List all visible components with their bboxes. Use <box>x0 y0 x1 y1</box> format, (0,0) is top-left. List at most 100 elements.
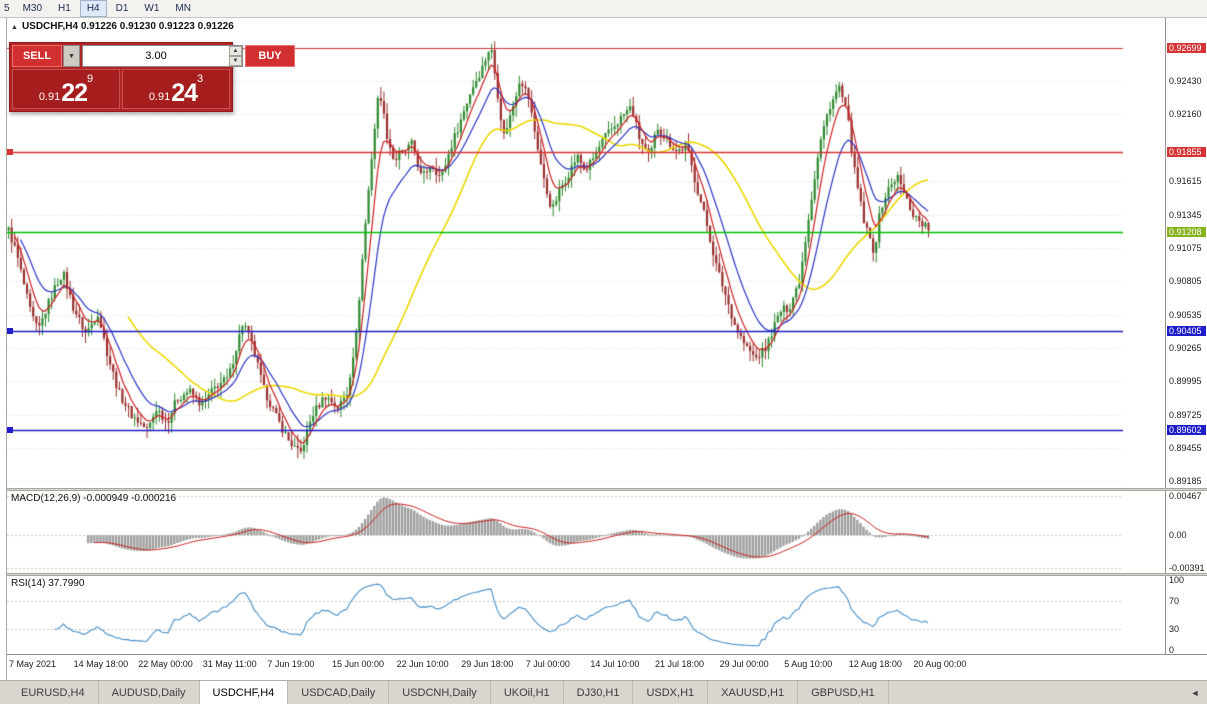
price-axis[interactable]: 0.92430 0.92160 0.91615 0.91345 0.91075 0.908… <box>1165 18 1207 488</box>
sell-price-point: 9 <box>87 73 94 85</box>
rsi-indicator-name: RSI(14) <box>11 578 46 589</box>
time-label: 7 May 2021 <box>9 659 57 669</box>
price-level-tag: 0.91208 <box>1167 226 1206 237</box>
time-label: 14 May 18:00 <box>73 659 129 669</box>
macd-axis[interactable]: 0.00467 0.00 -0.00391 <box>1165 491 1207 573</box>
timeframe-button-m30[interactable]: M30 <box>22 3 43 14</box>
buy-price-panel[interactable]: 0.91 24 3 <box>122 69 230 109</box>
chart-tab-xauusd[interactable]: XAUUSD,H1 <box>708 681 799 704</box>
timeframe-button-h1[interactable]: H1 <box>58 3 71 14</box>
time-label: 7 Jul 00:00 <box>525 659 570 669</box>
chart-tab-dj30[interactable]: DJ30,H1 <box>564 681 634 704</box>
rsi-current-value: 37.7990 <box>48 578 85 589</box>
time-label: 22 Jun 10:00 <box>396 659 449 669</box>
macd-tick: 0.00467 <box>1169 491 1202 501</box>
line-left-marker <box>7 148 13 155</box>
collapse-icon[interactable]: ▲ <box>11 24 18 31</box>
ohlc-high: 0.91230 <box>119 21 156 32</box>
price-tick: 0.89185 <box>1169 476 1202 487</box>
price-tick: 0.92430 <box>1169 75 1202 86</box>
chart-tab-eurusd[interactable]: EURUSD,H4 <box>8 681 99 704</box>
time-label: 20 Aug 00:00 <box>913 659 967 669</box>
price-tick: 0.91075 <box>1169 243 1202 254</box>
rsi-tick: 0 <box>1169 645 1175 654</box>
time-axis[interactable]: 7 May 2021 14 May 18:00 22 May 00:00 31 May… <box>7 654 1207 680</box>
price-tick: 0.89725 <box>1169 409 1202 420</box>
chart-symbol-period: USDCHF,H4 <box>21 21 79 32</box>
timeframe-button-h4[interactable]: H4 <box>79 0 107 17</box>
rsi-label: RSI(14) 37.7990 <box>11 578 84 589</box>
time-label: 12 Aug 18:00 <box>848 659 902 669</box>
chart-tab-ukoil[interactable]: UKOil,H1 <box>491 681 564 704</box>
chart-tab-usdcnh[interactable]: USDCNH,Daily <box>389 681 491 704</box>
rsi-tick: 70 <box>1169 596 1180 606</box>
macd-pane: MACD(12,26,9) -0.000949 -0.000216 0.0046… <box>7 491 1207 573</box>
timeframe-button-d1[interactable]: D1 <box>115 3 129 14</box>
price-level-tag: 0.91855 <box>1167 146 1206 157</box>
chart-tab-usdchf[interactable]: USDCHF,H4 <box>199 681 289 704</box>
chart-tab-gbpusd[interactable]: GBPUSD,H1 <box>798 681 889 704</box>
sell-options-dropdown[interactable]: ▼ <box>63 45 80 67</box>
line-left-marker <box>7 327 13 334</box>
price-level-tag: 0.89602 <box>1167 424 1206 435</box>
time-label: 29 Jun 18:00 <box>461 659 514 669</box>
macd-chart-canvas[interactable] <box>7 491 1165 573</box>
tab-scroll-left-icon[interactable]: ◄ <box>1190 687 1200 698</box>
chart-tab-usdcad[interactable]: USDCAD,Daily <box>288 681 390 704</box>
sell-price-prefix: 0.91 <box>38 91 61 103</box>
rsi-tick: 100 <box>1169 576 1185 585</box>
pane-separator[interactable] <box>7 573 1207 576</box>
sell-price-panel[interactable]: 0.91 22 9 <box>12 69 120 109</box>
time-label: 5 Aug 10:00 <box>784 659 833 669</box>
ohlc-header: ▲ USDCHF,H4 0.91226 0.91230 0.91223 0.912… <box>11 21 234 32</box>
volume-up-button[interactable]: ▲ <box>229 46 242 56</box>
timeframe-button-5[interactable]: 5 <box>4 3 10 14</box>
buy-button[interactable]: BUY <box>245 45 295 67</box>
buy-price-pips: 24 <box>171 79 198 107</box>
volume-down-button[interactable]: ▼ <box>229 56 242 66</box>
time-label: 31 May 11:00 <box>202 659 257 669</box>
macd-indicator-name: MACD(12,26,9) <box>11 493 81 504</box>
timeframe-button-mn[interactable]: MN <box>175 3 191 14</box>
price-tick: 0.90265 <box>1169 342 1202 353</box>
line-left-marker <box>7 426 13 433</box>
chart-tabs-bar: EURUSD,H4 AUDUSD,Daily USDCHF,H4 USDCAD,Dai… <box>0 680 1207 704</box>
time-label: 21 Jul 18:00 <box>655 659 705 669</box>
time-label: 7 Jun 19:00 <box>267 659 315 669</box>
timeframe-button-w1[interactable]: W1 <box>144 3 160 14</box>
time-label: 14 Jul 10:00 <box>590 659 640 669</box>
ohlc-low: 0.91223 <box>158 21 195 32</box>
timeframe-toolbar: 5 M30 H1 H4 D1 W1 MN <box>0 0 1207 18</box>
price-tick: 0.90535 <box>1169 309 1202 320</box>
time-label: 22 May 00:00 <box>138 659 193 669</box>
time-label: 15 Jun 00:00 <box>332 659 385 669</box>
macd-label: MACD(12,26,9) -0.000949 -0.000216 <box>11 493 176 504</box>
sell-button[interactable]: SELL <box>12 45 62 67</box>
price-level-tag: 0.92699 <box>1167 42 1206 53</box>
price-tick: 0.89455 <box>1169 442 1202 453</box>
sell-price-pips: 22 <box>61 79 88 107</box>
rsi-axis[interactable]: 100 70 30 0 <box>1165 576 1207 654</box>
price-level-tag: 0.90405 <box>1167 325 1206 336</box>
chart-tab-audusd[interactable]: AUDUSD,Daily <box>99 681 200 704</box>
price-tick: 0.92160 <box>1169 109 1202 120</box>
macd-tick: -0.00391 <box>1169 563 1205 573</box>
ohlc-open: 0.91226 <box>80 21 117 32</box>
buy-price-point: 3 <box>197 73 204 85</box>
volume-input[interactable] <box>83 46 229 66</box>
buy-price-prefix: 0.91 <box>148 91 171 103</box>
price-tick: 0.90805 <box>1169 276 1202 287</box>
price-tick: 0.91615 <box>1169 176 1202 187</box>
one-click-trading-widget: SELL ▼ ▲ ▼ BUY 0.91 22 9 0.9 <box>9 42 295 112</box>
main-chart-pane: ▲ USDCHF,H4 0.91226 0.91230 0.91223 0.912… <box>7 18 1207 488</box>
chart-window: ▲ USDCHF,H4 0.91226 0.91230 0.91223 0.912… <box>6 18 1207 680</box>
volume-stepper: ▲ ▼ <box>82 45 243 67</box>
chevron-down-icon: ▼ <box>68 52 75 60</box>
time-label: 29 Jul 00:00 <box>719 659 769 669</box>
rsi-chart-canvas[interactable] <box>7 576 1165 654</box>
price-tick: 0.91345 <box>1169 209 1202 220</box>
macd-current-values: -0.000949 -0.000216 <box>83 493 177 504</box>
chart-tab-usdx[interactable]: USDX,H1 <box>633 681 709 704</box>
ohlc-close: 0.91226 <box>197 21 234 32</box>
pane-separator[interactable] <box>7 488 1207 491</box>
